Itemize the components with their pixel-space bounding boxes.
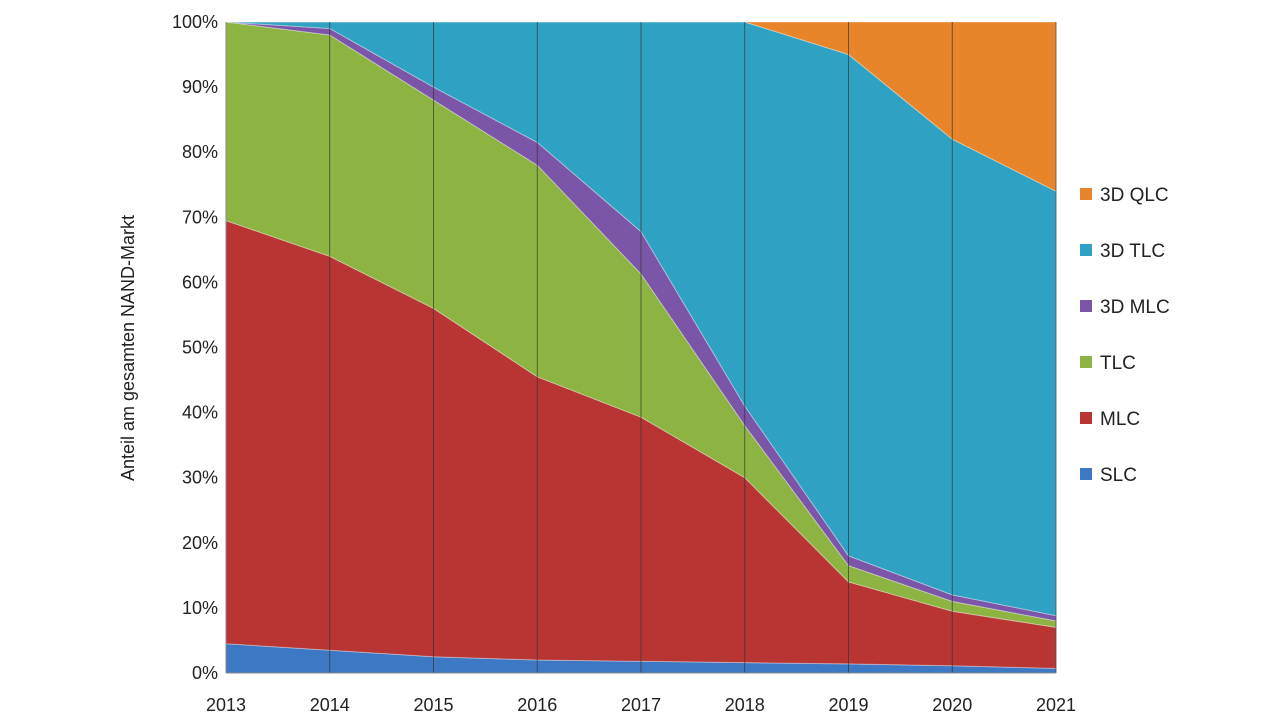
- legend-swatch-3d-mlc: [1080, 300, 1092, 312]
- legend-swatch-mlc: [1080, 412, 1092, 424]
- x-tick-label-2018: 2018: [725, 695, 765, 715]
- legend-item-tlc: TLC: [1080, 353, 1136, 374]
- x-tick-labels: 2013 2014 2015 2016 2017 2018 2019 2020 2021: [206, 695, 1076, 715]
- y-tick-label-50: 50%: [182, 338, 218, 358]
- legend-item-3d-qlc: 3D QLC: [1080, 185, 1169, 206]
- legend-label-3d-mlc: 3D MLC: [1100, 297, 1170, 318]
- y-tick-label-40: 40%: [182, 403, 218, 423]
- x-tick-label-2015: 2015: [413, 695, 453, 715]
- y-tick-label-30: 30%: [182, 468, 218, 488]
- y-tick-label-100: 100%: [172, 12, 218, 32]
- legend-label-slc: SLC: [1100, 465, 1137, 486]
- y-tick-label-20: 20%: [182, 533, 218, 553]
- legend-label-3d-qlc: 3D QLC: [1100, 185, 1169, 206]
- x-tick-label-2017: 2017: [621, 695, 661, 715]
- y-axis-title: Anteil am gesamten NAND-Markt: [118, 215, 138, 481]
- x-tick-label-2016: 2016: [517, 695, 557, 715]
- y-tick-label-80: 80%: [182, 142, 218, 162]
- legend-item-3d-tlc: 3D TLC: [1080, 241, 1165, 262]
- x-tick-label-2014: 2014: [310, 695, 350, 715]
- y-tick-label-10: 10%: [182, 598, 218, 618]
- x-tick-label-2013: 2013: [206, 695, 246, 715]
- y-tick-label-90: 90%: [182, 77, 218, 97]
- y-tick-labels: 0% 10% 20% 30% 40% 50% 60% 70% 80% 90% 100%: [172, 12, 218, 683]
- legend-swatch-3d-tlc: [1080, 244, 1092, 256]
- legend-label-mlc: MLC: [1100, 409, 1140, 430]
- legend-item-slc: SLC: [1080, 465, 1137, 486]
- legend-swatch-3d-qlc: [1080, 188, 1092, 200]
- x-tick-label-2021: 2021: [1036, 695, 1076, 715]
- x-tick-label-2019: 2019: [828, 695, 868, 715]
- y-tick-label-60: 60%: [182, 272, 218, 292]
- x-tick-label-2020: 2020: [932, 695, 972, 715]
- legend: 3D QLC 3D TLC 3D MLC TLC MLC SLC: [1080, 185, 1170, 486]
- legend-label-3d-tlc: 3D TLC: [1100, 241, 1165, 262]
- y-tick-label-0: 0%: [192, 663, 218, 683]
- legend-label-tlc: TLC: [1100, 353, 1136, 374]
- y-tick-label-70: 70%: [182, 207, 218, 227]
- legend-swatch-tlc: [1080, 356, 1092, 368]
- legend-swatch-slc: [1080, 468, 1092, 480]
- legend-item-3d-mlc: 3D MLC: [1080, 297, 1170, 318]
- legend-item-mlc: MLC: [1080, 409, 1140, 430]
